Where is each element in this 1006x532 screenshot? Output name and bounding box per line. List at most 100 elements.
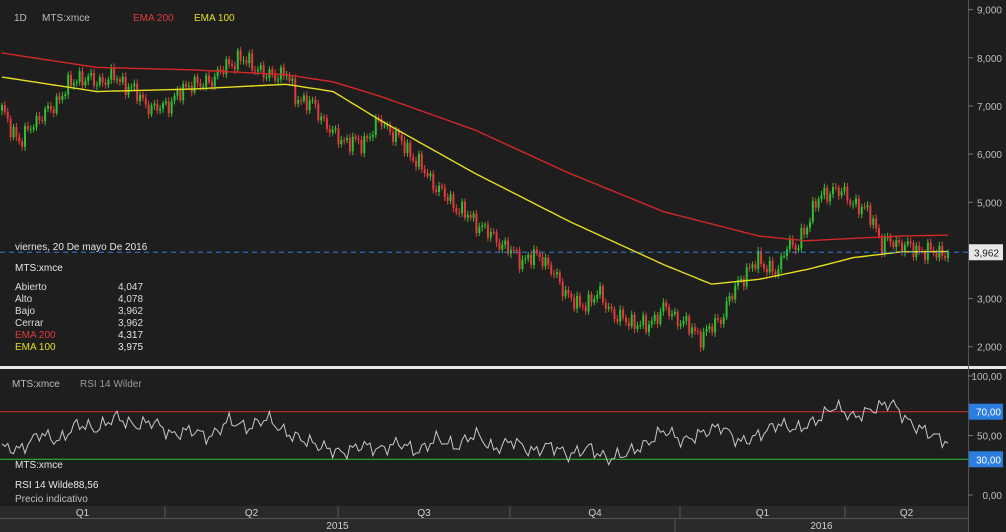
info-row-high: Alto 4,078 [15, 294, 143, 306]
candle-body [509, 250, 512, 254]
candle-body [642, 315, 645, 325]
candle-body [242, 60, 245, 62]
rsi-level-badge-label: 30,00 [976, 455, 1001, 466]
candle-body [26, 125, 29, 130]
price-y-tick-label: 9,000 [977, 6, 1002, 17]
candle-body [748, 267, 751, 269]
candle-body [139, 94, 142, 102]
candle-body [673, 311, 676, 315]
candle-body [136, 83, 139, 102]
candle-body [205, 75, 208, 87]
candle-body [291, 78, 294, 81]
candle-body [547, 257, 550, 265]
candle-body [104, 82, 107, 85]
candle-body [768, 260, 771, 273]
info-row-open: Abierto 4,047 [15, 282, 143, 294]
candle-body [837, 187, 840, 196]
candle-body [67, 74, 70, 95]
candle-body [762, 263, 765, 269]
candle-body [176, 90, 179, 96]
candle-body [72, 82, 75, 86]
candle-body [9, 118, 12, 138]
candle-body [665, 302, 668, 307]
candle-body [797, 248, 800, 251]
info-row-value: 4,078 [118, 294, 144, 305]
candle-body [239, 50, 242, 61]
candle-body [515, 250, 518, 252]
candle-body [440, 185, 443, 188]
candle-body [231, 64, 234, 66]
candle-body [75, 82, 78, 84]
info-row-value: 3,975 [118, 342, 144, 353]
candle-body [941, 245, 944, 256]
candle-body [564, 290, 567, 297]
candle-body [857, 198, 860, 215]
candle-body [734, 285, 737, 300]
candle-body [259, 65, 262, 70]
candle-body [650, 320, 653, 325]
rsi-indicator-label[interactable]: RSI 14 Wilder [80, 379, 142, 390]
candle-body [179, 90, 182, 101]
candle-body [32, 127, 35, 130]
candle-body [601, 286, 604, 303]
ema100-legend[interactable]: EMA 100 [194, 13, 235, 24]
candle-body [415, 160, 418, 167]
info-row-ema200: EMA 200 4,317 [15, 330, 143, 342]
candle-body [357, 138, 360, 140]
candle-body [624, 317, 627, 323]
candle-body [222, 70, 225, 75]
candle-body [228, 59, 231, 65]
candle-body [297, 100, 300, 104]
period-label[interactable]: 1D [14, 13, 27, 24]
candle-body [501, 244, 504, 250]
candle-body [521, 259, 524, 270]
candle-body [124, 76, 127, 95]
candle-body [406, 142, 409, 154]
candle-body [829, 194, 832, 202]
candle-body [800, 227, 803, 249]
candle-body [544, 257, 547, 267]
price-y-tick-label: 8,000 [977, 54, 1002, 65]
candle-body [484, 224, 487, 226]
candle-body [780, 256, 783, 270]
ema200-line [1, 52, 948, 242]
candle-body [101, 77, 104, 83]
candle-body [216, 69, 219, 77]
candle-body [633, 314, 636, 329]
candle-body [248, 53, 251, 64]
price-y-tick-label: 2,000 [977, 343, 1002, 354]
candle-body [613, 308, 616, 320]
candle-body [947, 252, 949, 258]
candle-body [849, 200, 852, 205]
candle-body [567, 290, 570, 294]
candle-body [371, 134, 374, 137]
ema200-legend[interactable]: EMA 200 [133, 13, 174, 24]
candle-body [392, 132, 395, 142]
info-row-value: 4,317 [118, 330, 144, 341]
candle-body [325, 118, 328, 130]
candle-body [636, 325, 639, 329]
candle-body [765, 268, 768, 273]
candle-body [265, 77, 268, 79]
candle-body [461, 201, 464, 214]
candle-body [541, 257, 544, 267]
candle-body [728, 296, 731, 302]
candle-body [670, 314, 673, 317]
candle-body [64, 94, 67, 97]
candle-body [691, 327, 694, 334]
candle-body [41, 120, 44, 122]
candle-body [524, 258, 527, 260]
candle-body [3, 105, 6, 113]
candle-body [869, 205, 872, 225]
candle-body [731, 296, 734, 300]
candle-body [877, 228, 880, 237]
candle-body [895, 240, 898, 248]
candle-body [386, 124, 389, 126]
candle-body [820, 194, 823, 200]
candle-body [95, 84, 98, 86]
candle-body [898, 240, 901, 243]
candle-body [383, 125, 386, 127]
candle-body [932, 249, 935, 253]
candle-body [555, 272, 558, 275]
